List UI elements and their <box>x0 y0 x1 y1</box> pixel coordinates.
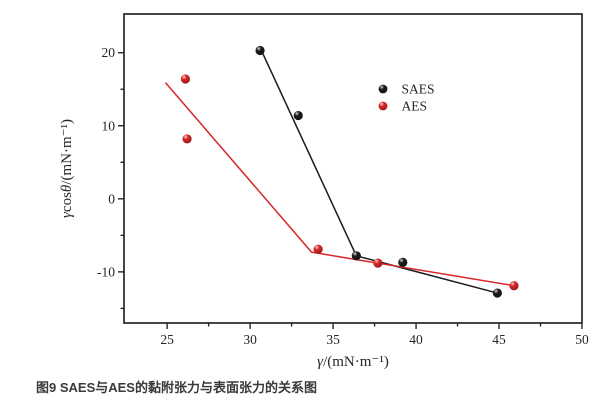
legend-marker-aes <box>378 101 388 111</box>
legend-label-aes: AES <box>402 99 428 114</box>
legend-label-saes: SAES <box>402 82 435 97</box>
x-tick-label: 50 <box>575 332 589 347</box>
data-point-aes <box>182 134 192 144</box>
x-tick-label: 45 <box>492 332 506 347</box>
x-tick-label: 40 <box>409 332 423 347</box>
legend-marker-saes <box>378 84 388 94</box>
trend-line-saes <box>259 47 498 294</box>
x-tick-label: 30 <box>243 332 257 347</box>
y-tick-label: 0 <box>108 191 115 206</box>
x-axis-title: γ/(mN·m⁻¹) <box>317 354 389 370</box>
data-point-aes <box>313 244 323 254</box>
y-tick-label: -10 <box>97 264 115 279</box>
x-tick-label: 35 <box>326 332 340 347</box>
data-point-saes <box>293 110 303 121</box>
x-tick-label: 25 <box>160 332 174 347</box>
data-point-saes <box>398 257 408 267</box>
data-point-aes <box>509 281 519 291</box>
y-tick-label: 20 <box>102 45 116 60</box>
y-tick-label: 10 <box>102 118 116 133</box>
data-point-saes <box>255 45 265 56</box>
y-axis-title: γcosθ/(mN·m⁻¹) <box>59 119 75 218</box>
data-point-aes <box>373 258 383 268</box>
data-point-aes <box>180 74 190 84</box>
plot-frame <box>123 13 583 324</box>
data-point-saes <box>492 288 502 298</box>
trend-line-aes <box>164 82 515 287</box>
figure-caption: 图9 SAES与AES的黏附张力与表面张力的关系图 <box>36 380 317 395</box>
legend: SAES AES <box>378 82 435 114</box>
data-point-saes <box>351 251 361 261</box>
